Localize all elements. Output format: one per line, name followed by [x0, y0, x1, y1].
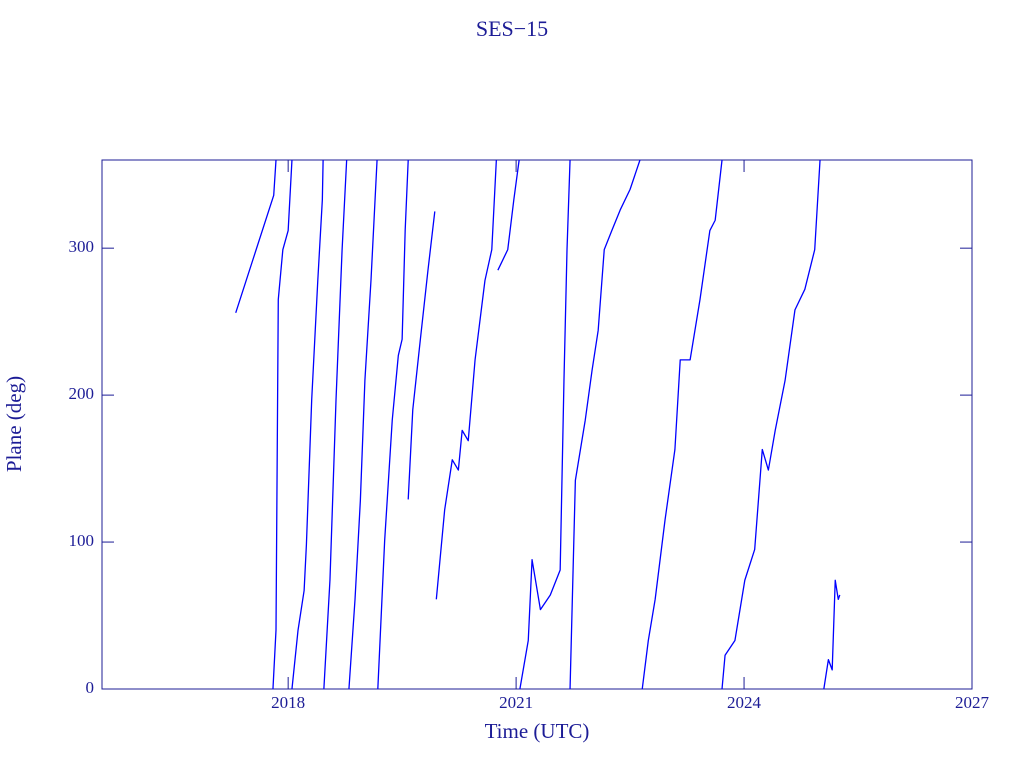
y-tick-label: 0	[86, 678, 95, 697]
x-tick-label: 2021	[499, 693, 533, 712]
x-axis-label: Time (UTC)	[485, 719, 590, 743]
plot-frame	[101, 159, 973, 690]
x-tick-label: 2018	[271, 693, 305, 712]
x-tick-label: 2024	[727, 693, 762, 712]
data-line	[235, 159, 841, 690]
y-tick-label: 300	[69, 237, 95, 256]
y-axis-label: Plane (deg)	[2, 376, 26, 472]
y-tick-label: 200	[69, 384, 95, 403]
y-tick-label: 100	[69, 531, 95, 550]
chart-title: SES−15	[476, 16, 548, 41]
x-tick-label: 2027	[955, 693, 990, 712]
